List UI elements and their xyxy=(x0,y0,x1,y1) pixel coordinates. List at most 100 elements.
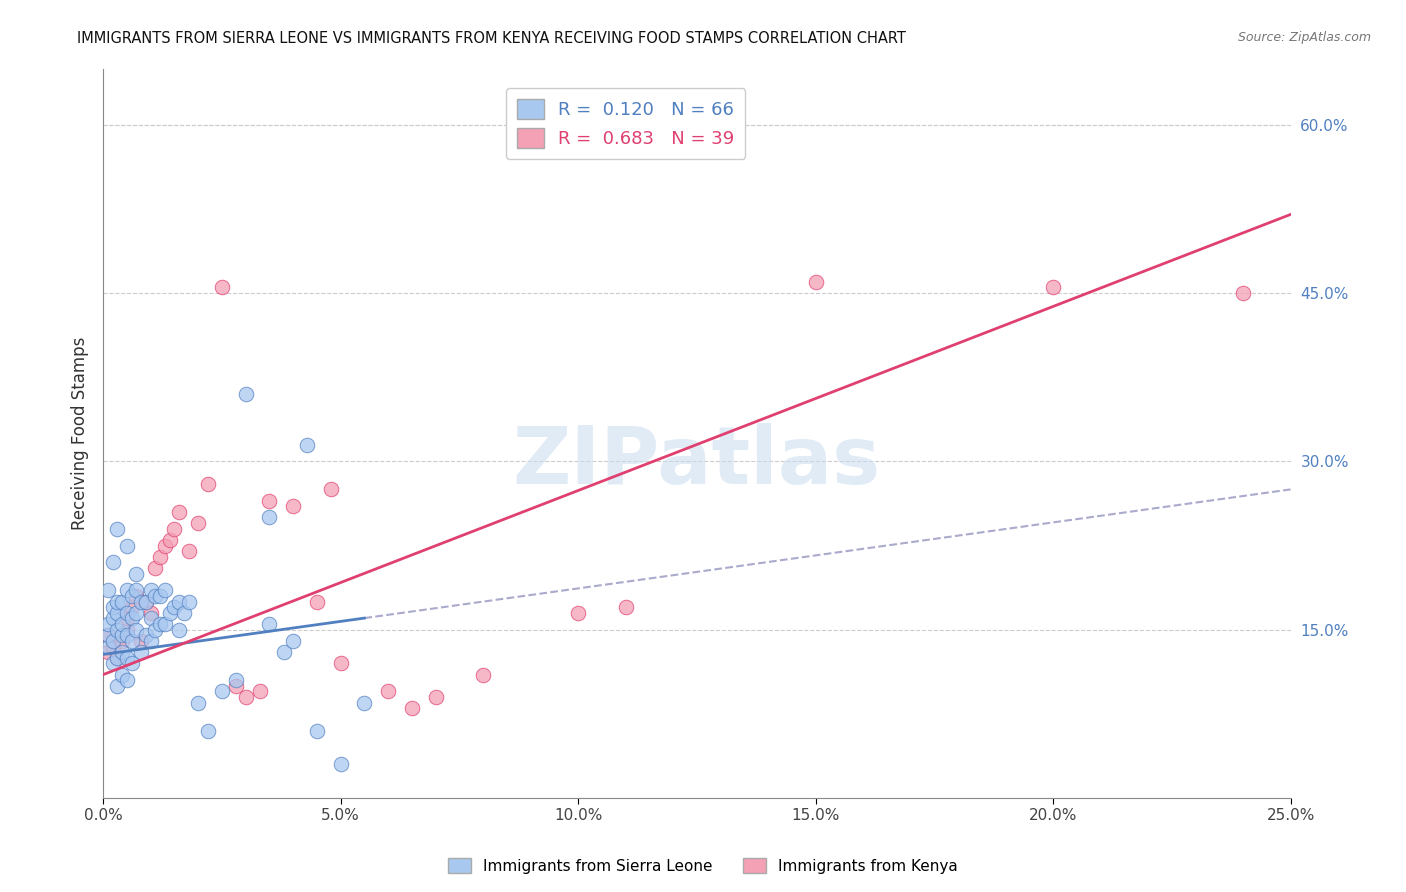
Immigrants from Sierra Leone xyxy=(273,645,295,659)
Immigrants from Kenya xyxy=(139,606,162,620)
Immigrants from Kenya xyxy=(259,493,281,508)
Immigrants from Sierra Leone xyxy=(149,617,172,632)
Immigrants from Kenya xyxy=(163,522,186,536)
Text: IMMIGRANTS FROM SIERRA LEONE VS IMMIGRANTS FROM KENYA RECEIVING FOOD STAMPS CORR: IMMIGRANTS FROM SIERRA LEONE VS IMMIGRAN… xyxy=(77,31,907,46)
Immigrants from Sierra Leone xyxy=(211,684,233,698)
Immigrants from Sierra Leone xyxy=(101,600,124,615)
Immigrants from Sierra Leone xyxy=(167,594,190,608)
Immigrants from Sierra Leone xyxy=(135,628,157,642)
Immigrants from Kenya xyxy=(129,634,152,648)
Immigrants from Sierra Leone xyxy=(145,623,167,637)
Immigrants from Kenya xyxy=(111,634,134,648)
Immigrants from Sierra Leone xyxy=(105,594,128,608)
Immigrants from Sierra Leone xyxy=(305,723,328,738)
Immigrants from Sierra Leone xyxy=(259,510,281,524)
Immigrants from Kenya xyxy=(149,549,172,564)
Immigrants from Sierra Leone xyxy=(115,606,138,620)
Text: ZIPatlas: ZIPatlas xyxy=(513,424,882,501)
Immigrants from Sierra Leone xyxy=(135,594,157,608)
Immigrants from Kenya xyxy=(321,483,343,497)
Immigrants from Sierra Leone xyxy=(101,611,124,625)
Immigrants from Sierra Leone xyxy=(121,657,143,671)
Immigrants from Sierra Leone xyxy=(329,757,352,772)
Immigrants from Kenya xyxy=(211,280,233,294)
Immigrants from Kenya xyxy=(804,275,827,289)
Immigrants from Sierra Leone xyxy=(125,566,148,581)
Immigrants from Kenya xyxy=(97,628,120,642)
Immigrants from Sierra Leone xyxy=(139,583,162,598)
Immigrants from Kenya xyxy=(472,667,495,681)
Immigrants from Sierra Leone xyxy=(101,555,124,569)
Immigrants from Sierra Leone xyxy=(197,723,219,738)
Immigrants from Kenya xyxy=(115,611,138,625)
Immigrants from Sierra Leone xyxy=(159,606,181,620)
Immigrants from Kenya xyxy=(225,679,247,693)
Immigrants from Sierra Leone xyxy=(121,611,143,625)
Immigrants from Sierra Leone xyxy=(101,634,124,648)
Immigrants from Kenya xyxy=(115,623,138,637)
Immigrants from Sierra Leone xyxy=(163,600,186,615)
Immigrants from Sierra Leone xyxy=(101,657,124,671)
Immigrants from Sierra Leone xyxy=(97,640,120,654)
Immigrants from Sierra Leone xyxy=(139,634,162,648)
Immigrants from Sierra Leone xyxy=(149,589,172,603)
Immigrants from Kenya xyxy=(167,505,190,519)
Immigrants from Kenya xyxy=(235,690,257,704)
Immigrants from Kenya xyxy=(121,600,143,615)
Immigrants from Kenya xyxy=(377,684,399,698)
Immigrants from Sierra Leone xyxy=(129,645,152,659)
Immigrants from Kenya xyxy=(1042,280,1064,294)
Immigrants from Sierra Leone xyxy=(129,594,152,608)
Immigrants from Sierra Leone xyxy=(353,696,375,710)
Immigrants from Kenya xyxy=(97,645,120,659)
Immigrants from Sierra Leone xyxy=(115,628,138,642)
Immigrants from Kenya xyxy=(197,476,219,491)
Immigrants from Kenya xyxy=(101,640,124,654)
Immigrants from Kenya xyxy=(249,684,271,698)
Immigrants from Sierra Leone xyxy=(139,611,162,625)
Immigrants from Sierra Leone xyxy=(111,667,134,681)
Immigrants from Sierra Leone xyxy=(259,617,281,632)
Immigrants from Kenya xyxy=(187,516,209,530)
Text: Source: ZipAtlas.com: Source: ZipAtlas.com xyxy=(1237,31,1371,45)
Immigrants from Kenya xyxy=(614,600,637,615)
Immigrants from Sierra Leone xyxy=(115,583,138,598)
Immigrants from Kenya xyxy=(281,500,304,514)
Immigrants from Sierra Leone xyxy=(177,594,200,608)
Immigrants from Sierra Leone xyxy=(121,589,143,603)
Immigrants from Sierra Leone xyxy=(97,583,120,598)
Immigrants from Kenya xyxy=(329,657,352,671)
Immigrants from Sierra Leone xyxy=(125,623,148,637)
Immigrants from Sierra Leone xyxy=(97,617,120,632)
Immigrants from Sierra Leone xyxy=(97,628,120,642)
Immigrants from Sierra Leone xyxy=(105,606,128,620)
Immigrants from Kenya xyxy=(153,539,176,553)
Immigrants from Sierra Leone xyxy=(281,634,304,648)
Immigrants from Sierra Leone xyxy=(105,679,128,693)
Immigrants from Sierra Leone xyxy=(115,650,138,665)
Immigrants from Sierra Leone xyxy=(173,606,195,620)
Y-axis label: Receiving Food Stamps: Receiving Food Stamps xyxy=(72,336,89,530)
Legend: R =  0.120   N = 66, R =  0.683   N = 39: R = 0.120 N = 66, R = 0.683 N = 39 xyxy=(506,88,745,159)
Immigrants from Sierra Leone xyxy=(105,522,128,536)
Immigrants from Sierra Leone xyxy=(115,673,138,688)
Immigrants from Kenya xyxy=(305,594,328,608)
Immigrants from Sierra Leone xyxy=(111,628,134,642)
Immigrants from Sierra Leone xyxy=(297,437,319,451)
Immigrants from Sierra Leone xyxy=(153,583,176,598)
Immigrants from Kenya xyxy=(125,589,148,603)
Immigrants from Kenya xyxy=(177,544,200,558)
Immigrants from Sierra Leone xyxy=(121,634,143,648)
Immigrants from Kenya xyxy=(135,594,157,608)
Immigrants from Sierra Leone xyxy=(167,623,190,637)
Immigrants from Sierra Leone xyxy=(125,606,148,620)
Immigrants from Sierra Leone xyxy=(111,645,134,659)
Immigrants from Sierra Leone xyxy=(111,617,134,632)
Immigrants from Sierra Leone xyxy=(187,696,209,710)
Immigrants from Kenya xyxy=(159,533,181,547)
Immigrants from Kenya xyxy=(105,650,128,665)
Immigrants from Sierra Leone xyxy=(153,617,176,632)
Legend: Immigrants from Sierra Leone, Immigrants from Kenya: Immigrants from Sierra Leone, Immigrants… xyxy=(441,852,965,880)
Immigrants from Sierra Leone xyxy=(235,387,257,401)
Immigrants from Kenya xyxy=(425,690,447,704)
